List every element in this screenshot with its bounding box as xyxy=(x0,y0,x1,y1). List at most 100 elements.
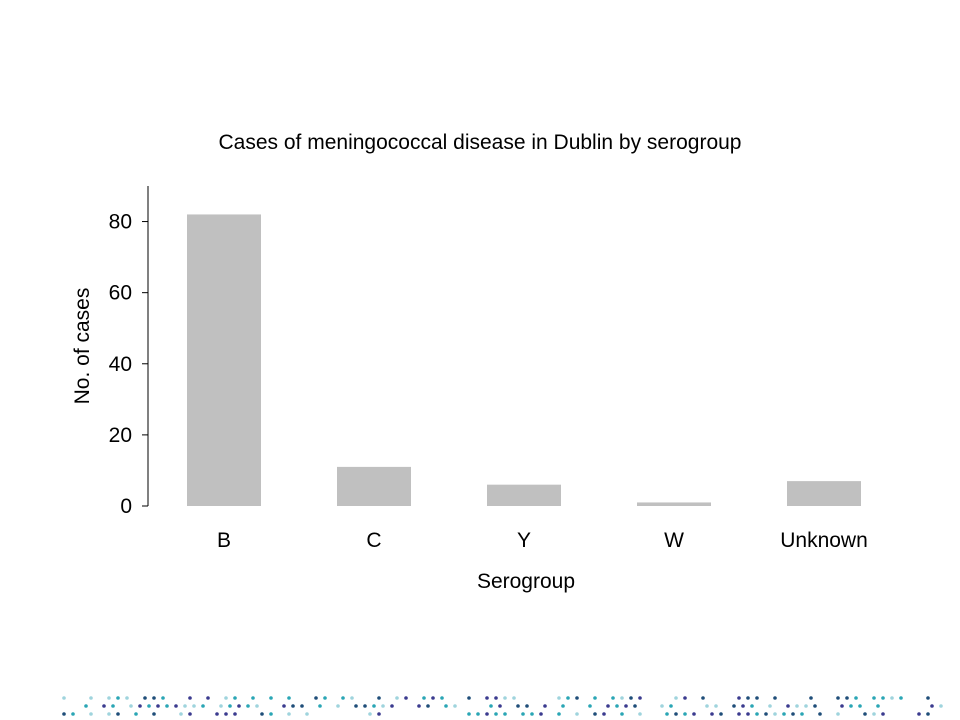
footer-dot xyxy=(314,696,318,700)
footer-dot xyxy=(512,696,516,700)
footer-dot xyxy=(692,712,696,716)
footer-dot xyxy=(228,704,232,708)
footer-dot xyxy=(620,712,624,716)
footer-dot xyxy=(368,712,372,716)
footer-dot xyxy=(89,696,93,700)
footer-dot xyxy=(305,712,309,716)
footer-dot xyxy=(872,712,876,716)
footer-dot xyxy=(282,704,286,708)
footer-dot xyxy=(764,712,768,716)
footer-dot xyxy=(129,704,133,708)
footer-dot xyxy=(287,712,291,716)
footer-dot xyxy=(773,712,777,716)
footer-dot xyxy=(156,704,160,708)
footer-dot xyxy=(494,696,498,700)
footer-dot xyxy=(165,704,169,708)
footer-dot xyxy=(854,696,858,700)
footer-dot xyxy=(755,696,759,700)
footer-dot xyxy=(890,696,894,700)
footer-dot xyxy=(782,712,786,716)
x-axis-label: Serogroup xyxy=(477,570,575,593)
footer-dot xyxy=(539,712,543,716)
footer-dot xyxy=(705,704,709,708)
footer-dot xyxy=(521,712,525,716)
footer-dot xyxy=(224,712,228,716)
footer-dot xyxy=(930,704,934,708)
footer-dot xyxy=(237,704,241,708)
footer-dot xyxy=(872,696,876,700)
footer-dot xyxy=(147,704,151,708)
footer-dot xyxy=(422,696,426,700)
footer-dot xyxy=(201,704,205,708)
footer-dot xyxy=(377,696,381,700)
footer-dot xyxy=(669,704,673,708)
footer-dot xyxy=(795,704,799,708)
footer-dot xyxy=(561,704,565,708)
footer-dot xyxy=(633,704,637,708)
footer-dot xyxy=(701,696,705,700)
footer-dot xyxy=(737,712,741,716)
footer-dot xyxy=(188,712,192,716)
footer-dot xyxy=(755,712,759,716)
footer-dot xyxy=(660,704,664,708)
footer-dot xyxy=(683,696,687,700)
footer-dot xyxy=(926,696,930,700)
footer-dot xyxy=(818,712,822,716)
footer-dot xyxy=(354,704,358,708)
y-tick-label: 80 xyxy=(109,211,132,234)
footer-dot xyxy=(233,696,237,700)
footer-dot xyxy=(134,712,138,716)
footer-dot xyxy=(143,696,147,700)
x-ticks-group: B C Y W Unknown xyxy=(217,529,868,552)
footer-dot xyxy=(593,696,597,700)
chart-title: Cases of meningococcal disease in Dublin… xyxy=(219,131,742,154)
footer-dot xyxy=(800,712,804,716)
footer-dot xyxy=(525,704,529,708)
y-tick-label: 60 xyxy=(109,282,132,305)
footer-dot xyxy=(489,704,493,708)
y-axis-label: No. of cases xyxy=(71,288,94,405)
footer-dot xyxy=(224,696,228,700)
footer-dot xyxy=(485,696,489,700)
footer-dot xyxy=(350,696,354,700)
footer-dot xyxy=(138,704,142,708)
bar-c xyxy=(337,466,411,506)
footer-dot xyxy=(269,696,273,700)
footer-dot xyxy=(125,696,129,700)
footer-dot xyxy=(174,704,178,708)
footer-dot xyxy=(917,712,921,716)
footer-dot xyxy=(768,704,772,708)
footer-dot xyxy=(188,696,192,700)
footer-dot xyxy=(849,704,853,708)
footer-dot xyxy=(750,704,754,708)
footer-dot xyxy=(683,712,687,716)
footer-dot xyxy=(62,712,66,716)
footer-dot xyxy=(804,704,808,708)
footer-dot xyxy=(251,696,255,700)
footer-dot xyxy=(620,696,624,700)
footer-dot xyxy=(566,696,570,700)
footer-dot xyxy=(530,712,534,716)
footer-dot xyxy=(543,704,547,708)
footer-dot xyxy=(485,712,489,716)
footer-dot xyxy=(62,696,66,700)
footer-dot xyxy=(476,712,480,716)
footer-dot xyxy=(219,704,223,708)
bar-y xyxy=(487,484,561,506)
bar-w xyxy=(637,502,711,506)
footer-dot xyxy=(593,712,597,716)
footer-dot xyxy=(557,696,561,700)
footer-dot xyxy=(503,712,507,716)
footer-dot xyxy=(440,696,444,700)
footer-dot xyxy=(737,696,741,700)
footer-dot xyxy=(426,704,430,708)
footer-dot xyxy=(336,704,340,708)
footer-dot xyxy=(260,712,264,716)
footer-dot xyxy=(881,696,885,700)
footer-dot xyxy=(89,712,93,716)
footer-dot xyxy=(611,696,615,700)
footer-dot xyxy=(710,712,714,716)
footer-dot xyxy=(453,704,457,708)
x-tick-label: W xyxy=(664,529,684,552)
